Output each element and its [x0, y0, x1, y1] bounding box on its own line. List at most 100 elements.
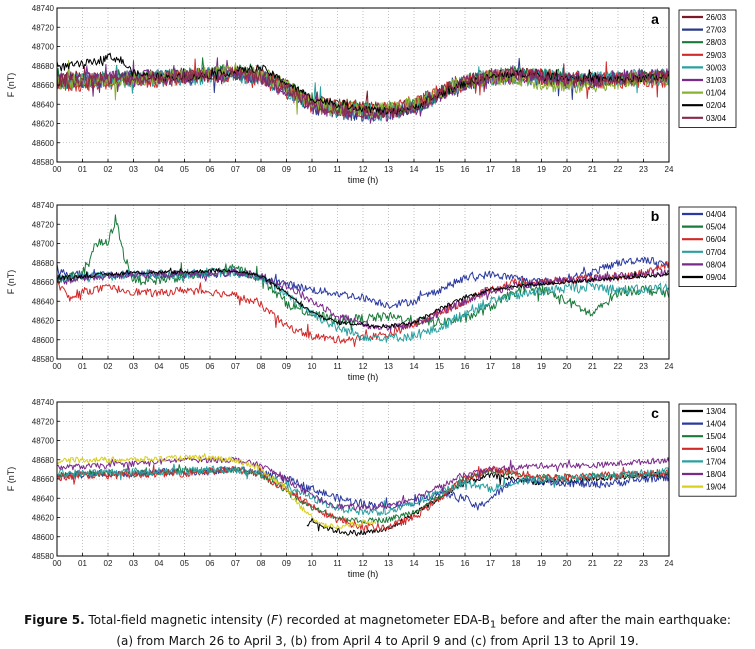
caption-text-a: Total-field magnetic intensity ( — [84, 613, 272, 627]
y-tick-label: 48640 — [32, 100, 55, 109]
series-line-09-04 — [56, 267, 670, 329]
y-tick-label: 48580 — [32, 158, 55, 167]
legend-entry: 04/04 — [706, 210, 727, 219]
x-tick-label: 09 — [282, 165, 291, 174]
x-tick-label: 20 — [563, 362, 572, 371]
caption-text-c: before and after the main earthquake: — [496, 613, 731, 627]
y-tick-label: 48720 — [32, 220, 55, 229]
y-tick-label: 48600 — [32, 533, 55, 542]
x-tick-label: 18 — [512, 362, 521, 371]
legend-entry: 03/04 — [706, 114, 727, 123]
legend-entry: 26/03 — [706, 13, 727, 22]
x-axis-label: time (h) — [348, 175, 379, 185]
x-tick-label: 24 — [665, 559, 674, 568]
x-tick-label: 17 — [486, 165, 495, 174]
x-tick-label: 21 — [588, 559, 597, 568]
legend-entry: 07/04 — [706, 248, 727, 257]
x-tick-label: 13 — [384, 362, 393, 371]
x-tick-label: 24 — [665, 362, 674, 371]
y-tick-label: 48700 — [32, 43, 55, 52]
x-tick-label: 22 — [614, 559, 623, 568]
x-tick-label: 11 — [333, 362, 342, 371]
x-tick-label: 04 — [155, 559, 164, 568]
x-tick-label: 15 — [435, 165, 444, 174]
legend-entry: 30/03 — [706, 63, 727, 72]
x-tick-label: 04 — [155, 165, 164, 174]
legend-entry: 01/04 — [706, 89, 727, 98]
x-axis-label: time (h) — [348, 372, 379, 382]
x-tick-label: 12 — [359, 362, 368, 371]
panel-label: b — [651, 208, 660, 224]
x-tick-label: 05 — [180, 559, 189, 568]
legend-box — [678, 206, 737, 287]
x-tick-label: 22 — [614, 362, 623, 371]
legend-entry: 16/04 — [706, 445, 727, 454]
x-tick-label: 08 — [257, 559, 266, 568]
y-tick-label: 48600 — [32, 336, 55, 345]
legend-entry: 17/04 — [706, 457, 727, 466]
x-tick-label: 10 — [308, 165, 317, 174]
panel-label: a — [651, 11, 659, 27]
legend-entry: 02/04 — [706, 101, 727, 110]
y-tick-label: 48660 — [32, 81, 55, 90]
caption-text-b: ) recorded at magnetometer EDA-B — [278, 613, 490, 627]
x-tick-label: 08 — [257, 362, 266, 371]
y-tick-label: 48620 — [32, 317, 55, 326]
x-tick-label: 23 — [639, 165, 648, 174]
legend-entry: 18/04 — [706, 470, 727, 479]
y-tick-label: 48580 — [32, 552, 55, 561]
y-tick-label: 48740 — [32, 4, 55, 13]
x-tick-label: 18 — [512, 559, 521, 568]
x-tick-label: 03 — [129, 165, 138, 174]
y-tick-label: 48660 — [32, 278, 55, 287]
series-line-19-04 — [56, 453, 377, 530]
x-tick-label: 11 — [333, 165, 342, 174]
x-tick-label: 06 — [206, 362, 215, 371]
y-tick-label: 48740 — [32, 398, 55, 407]
series-line-01-04 — [56, 60, 670, 117]
x-tick-label: 20 — [563, 559, 572, 568]
x-tick-label: 19 — [537, 362, 546, 371]
legend-entry: 09/04 — [706, 273, 727, 282]
y-tick-label: 48700 — [32, 437, 55, 446]
series-line-31-03 — [56, 57, 670, 124]
series-line-03-04 — [56, 63, 670, 120]
x-tick-label: 08 — [257, 165, 266, 174]
y-axis-label: F (nT) — [6, 73, 16, 98]
x-tick-label: 21 — [588, 362, 597, 371]
x-tick-label: 03 — [129, 559, 138, 568]
x-tick-label: 05 — [180, 362, 189, 371]
y-tick-label: 48600 — [32, 139, 55, 148]
legend-entry: 13/04 — [706, 407, 727, 416]
x-tick-label: 05 — [180, 165, 189, 174]
y-tick-label: 48620 — [32, 120, 55, 129]
x-tick-label: 02 — [104, 559, 113, 568]
panel-b: 00 01 02 03 04 05 06 07 08 09 10 11 12 13 14 15 16 17 18 19… — [6, 201, 737, 382]
legend-entry: 28/03 — [706, 38, 727, 47]
x-tick-label: 10 — [308, 559, 317, 568]
x-tick-label: 19 — [537, 559, 546, 568]
legend-entry: 15/04 — [706, 432, 727, 441]
x-tick-label: 21 — [588, 165, 597, 174]
x-tick-label: 18 — [512, 165, 521, 174]
legend: 26/03 27/03 28/03 29/03 30/03 31/03 01/04 02/04… — [678, 9, 737, 128]
series-line-05-04 — [56, 214, 670, 331]
y-axis-label: F (nT) — [6, 467, 16, 492]
panel-label: c — [651, 405, 659, 421]
x-tick-label: 14 — [410, 559, 419, 568]
legend: 04/04 05/04 06/04 07/04 08/04 09/04 — [678, 206, 737, 287]
y-tick-label: 48720 — [32, 417, 55, 426]
caption-line-2: (a) from March 26 to April 3, (b) from A… — [116, 634, 639, 649]
legend-entry: 05/04 — [706, 223, 727, 232]
x-tick-label: 03 — [129, 362, 138, 371]
x-tick-label: 09 — [282, 559, 291, 568]
y-tick-label: 48620 — [32, 514, 55, 523]
figure-caption: Figure 5. Total-field magnetic intensity… — [0, 612, 755, 649]
legend-entry: 14/04 — [706, 420, 727, 429]
caption-subscript: 1 — [489, 619, 497, 631]
caption-variable: F — [271, 613, 279, 627]
y-tick-label: 48680 — [32, 62, 55, 71]
x-tick-label: 01 — [78, 559, 87, 568]
x-tick-label: 01 — [78, 165, 87, 174]
x-tick-label: 15 — [435, 559, 444, 568]
